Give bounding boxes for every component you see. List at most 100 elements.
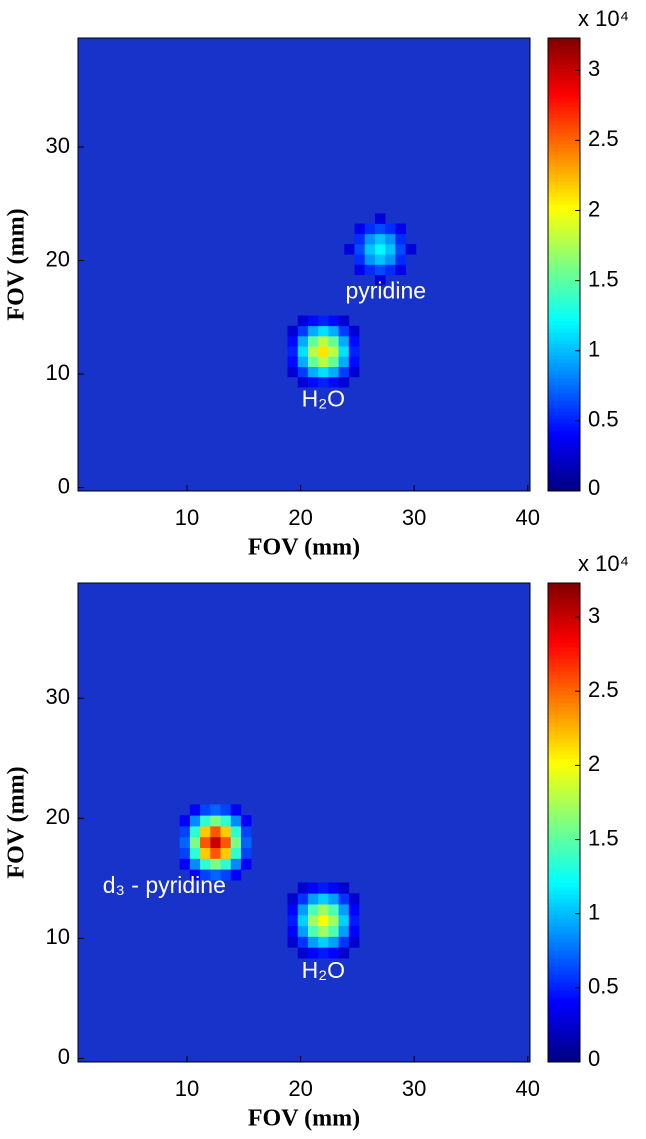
colorbar-slice: [548, 309, 580, 315]
heatmap-cell: [318, 882, 329, 894]
heatmap-cell: [297, 914, 309, 927]
colorbar-slice: [548, 618, 580, 624]
heatmap-cell: [297, 936, 309, 948]
colorbar-slice: [548, 430, 580, 435]
x-tick-label: 40: [515, 505, 539, 530]
colorbar-slice: [548, 858, 580, 863]
heatmap-cell: [220, 836, 232, 849]
colorbar-slice: [548, 902, 580, 907]
heatmap-cell: [297, 366, 309, 378]
heatmap-cell: [348, 336, 360, 347]
heatmap-cell: [318, 336, 329, 347]
colorbar-slice: [548, 132, 580, 137]
colorbar-slice: [548, 702, 580, 708]
heatmap-cell: [318, 356, 329, 367]
heatmap-cell: [220, 826, 232, 838]
colorbar-slice: [548, 385, 580, 390]
heatmap-cell: [328, 925, 339, 937]
colorbar-slice: [548, 419, 580, 424]
colorbar-slice: [548, 381, 580, 386]
x-tick-label: 30: [402, 505, 426, 530]
heatmap-cell: [189, 836, 201, 849]
heatmap-cell: [405, 244, 417, 255]
colorbar-slice: [548, 68, 580, 73]
colorbar-slice: [548, 189, 580, 194]
heatmap-cell: [354, 244, 366, 255]
heatmap-cell: [220, 869, 232, 881]
colorbar-slice: [548, 128, 580, 133]
heatmap-cell: [318, 893, 329, 905]
colorbar-slice: [548, 347, 580, 352]
colorbar-slice: [548, 453, 580, 458]
heatmap-cell: [318, 904, 329, 916]
colorbar-slice: [548, 734, 580, 740]
colorbar-slice: [548, 283, 580, 288]
annotation: pyridine: [345, 277, 426, 303]
colorbar-slice: [548, 678, 580, 684]
heatmap-cell: [364, 244, 376, 255]
heatmap-cell: [297, 925, 309, 937]
colorbar-slice: [548, 822, 580, 827]
colorbar-slice: [548, 332, 580, 337]
heatmap-cell: [328, 315, 339, 327]
y-tick-label: 30: [46, 133, 70, 158]
colorbar-slice: [548, 324, 580, 330]
heatmap-cell: [395, 264, 406, 276]
heatmap-cell: [385, 244, 396, 255]
x-axis-label: FOV (mm): [248, 1106, 360, 1132]
heatmap-cell: [328, 914, 339, 927]
colorbar-slice: [548, 910, 580, 915]
colorbar-slice: [548, 287, 580, 292]
heatmap-cell: [307, 947, 319, 959]
colorbar-tick-label: 1: [588, 900, 600, 925]
heatmap-cell: [318, 376, 329, 388]
colorbar-tick-label: 1.5: [588, 825, 619, 850]
heatmap-cell: [297, 356, 309, 367]
plot-frame: [77, 37, 531, 492]
colorbar-slice: [548, 890, 580, 895]
heatmap-cell: [210, 836, 221, 849]
colorbar-slice: [548, 946, 580, 951]
heatmap-cell: [297, 882, 309, 894]
heatmap-cell: [348, 356, 360, 367]
colorbar-slice: [548, 826, 580, 831]
heatmap-cell: [328, 336, 339, 347]
heatmap-cell: [348, 914, 360, 927]
colorbar-slice: [548, 83, 580, 88]
colorbar-slice: [548, 170, 580, 175]
heatmap-cell: [338, 346, 350, 357]
heatmap-cell: [307, 376, 319, 388]
colorbar-tick-label: 0: [588, 475, 600, 500]
colorbar-slice: [548, 253, 580, 258]
heatmap-cell: [364, 264, 376, 276]
heatmap-cell: [374, 213, 386, 224]
colorbar-frame: [547, 582, 581, 1063]
heatmap-cell: [179, 826, 191, 838]
heatmap-cell: [328, 882, 339, 894]
colorbar-slice: [548, 117, 580, 122]
colorbar-slice: [548, 998, 580, 1003]
heatmap-cell: [328, 947, 339, 959]
heatmap-cell: [338, 904, 350, 916]
heatmap-cell: [374, 264, 386, 276]
heatmap-cell: [374, 223, 386, 235]
colorbar-slice: [548, 109, 580, 114]
colorbar-slice: [548, 830, 580, 835]
colorbar-slice: [548, 850, 580, 855]
colorbar-slice: [548, 241, 580, 247]
colorbar-slice: [548, 806, 580, 812]
heatmap-cell: [395, 244, 406, 255]
heatmap-cell: [179, 836, 191, 849]
heatmap-cell: [220, 804, 232, 816]
heatmap-cell: [307, 914, 319, 927]
colorbar-slice: [548, 642, 580, 648]
colorbar-slice: [548, 814, 580, 820]
colorbar-slice: [548, 690, 580, 696]
heatmap-cell: [200, 804, 211, 816]
plot-background: [78, 38, 530, 491]
colorbar-slice: [548, 468, 580, 473]
colorbar-slice: [548, 340, 580, 345]
colorbar-tick-label: 0.5: [588, 974, 619, 999]
colorbar-slice: [548, 974, 580, 979]
colorbar-slice: [548, 377, 580, 383]
